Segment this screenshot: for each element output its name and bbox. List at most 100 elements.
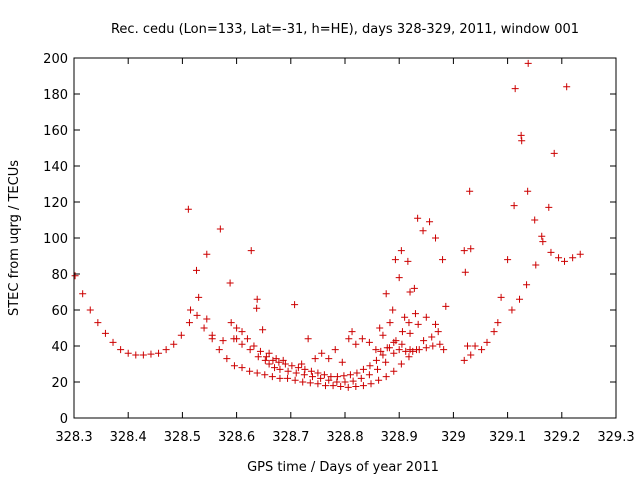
x-tick-label: 328.5 (164, 430, 201, 445)
data-point (203, 315, 211, 323)
data-point (185, 319, 193, 327)
data-point (307, 367, 315, 375)
data-point (374, 365, 382, 373)
data-point (184, 205, 192, 213)
y-tick-label: 80 (51, 268, 68, 283)
data-point (483, 338, 491, 346)
data-point (250, 342, 258, 350)
data-point (375, 376, 383, 384)
data-point (109, 338, 117, 346)
data-point (467, 245, 475, 253)
data-point (404, 257, 412, 265)
data-point (415, 346, 423, 354)
data-point (253, 369, 261, 377)
data-point (253, 304, 261, 312)
data-point (391, 256, 399, 264)
data-point (284, 374, 292, 382)
y-tick-label: 120 (43, 196, 68, 211)
data-point (390, 349, 398, 357)
data-point (359, 365, 367, 373)
data-point (187, 306, 195, 314)
data-point (223, 355, 231, 363)
data-point (386, 319, 394, 327)
data-point (346, 371, 354, 379)
axis-frame (73, 57, 617, 419)
data-point (390, 338, 398, 346)
data-point (432, 234, 440, 242)
data-point (256, 347, 264, 355)
data-point (208, 331, 216, 339)
data-point (306, 379, 314, 387)
data-point (352, 340, 360, 348)
data-point (317, 374, 325, 382)
data-point (254, 353, 262, 361)
data-point (321, 382, 329, 390)
data-point (94, 319, 102, 327)
plot-area (71, 59, 584, 391)
data-point (402, 347, 410, 355)
data-point (337, 383, 345, 390)
data-point (439, 256, 447, 264)
data-point (292, 369, 300, 377)
data-point (318, 349, 326, 357)
data-point (478, 346, 486, 354)
data-point (357, 374, 365, 382)
data-point (426, 218, 434, 226)
data-point (547, 248, 555, 256)
data-point (155, 349, 163, 357)
data-series (187, 225, 430, 386)
y-tick-label: 160 (43, 124, 68, 139)
data-point (259, 326, 267, 334)
data-point (377, 347, 385, 355)
data-point (349, 377, 357, 385)
data-point (338, 358, 346, 366)
data-point (345, 335, 353, 343)
x-tick-label: 329.2 (543, 430, 580, 445)
data-point (162, 346, 170, 354)
data-point (428, 333, 436, 341)
data-point (226, 279, 234, 287)
data-point (247, 247, 255, 255)
data-point (341, 378, 349, 386)
data-point (281, 360, 289, 368)
y-tick-label: 0 (60, 412, 68, 427)
data-point (461, 268, 469, 276)
data-point (410, 284, 418, 292)
data-point (314, 380, 322, 388)
x-tick-label: 329.1 (489, 430, 526, 445)
data-point (372, 356, 380, 364)
data-point (301, 365, 309, 373)
data-point (320, 371, 328, 379)
data-point (261, 356, 269, 364)
data-series (460, 59, 584, 364)
data-point (304, 335, 312, 343)
data-point (170, 340, 178, 348)
x-tick-label: 328.6 (218, 430, 255, 445)
data-point (414, 320, 422, 328)
x-tick-label: 328.3 (55, 430, 92, 445)
data-point (359, 382, 367, 390)
data-point (406, 329, 414, 337)
data-series (227, 310, 419, 381)
data-point (442, 302, 450, 310)
data-point (238, 340, 246, 348)
data-point (333, 373, 341, 381)
chart-title: Rec. cedu (Lon=133, Lat=-31, h=HE), days… (111, 22, 579, 37)
data-point (401, 313, 409, 321)
data-point (365, 338, 373, 346)
y-tick-label: 200 (43, 52, 68, 67)
data-point (299, 378, 307, 386)
data-point (523, 281, 531, 289)
data-point (397, 360, 405, 368)
data-point (463, 342, 471, 350)
x-axis-label: GPS time / Days of year 2011 (247, 460, 439, 475)
data-point (555, 254, 563, 262)
data-point (276, 374, 284, 382)
data-point (508, 306, 516, 314)
data-point (243, 335, 251, 343)
data-point (382, 358, 390, 366)
plot-border (73, 57, 617, 419)
y-tick-label: 60 (51, 304, 68, 319)
data-point (429, 342, 437, 350)
data-point (268, 373, 276, 381)
